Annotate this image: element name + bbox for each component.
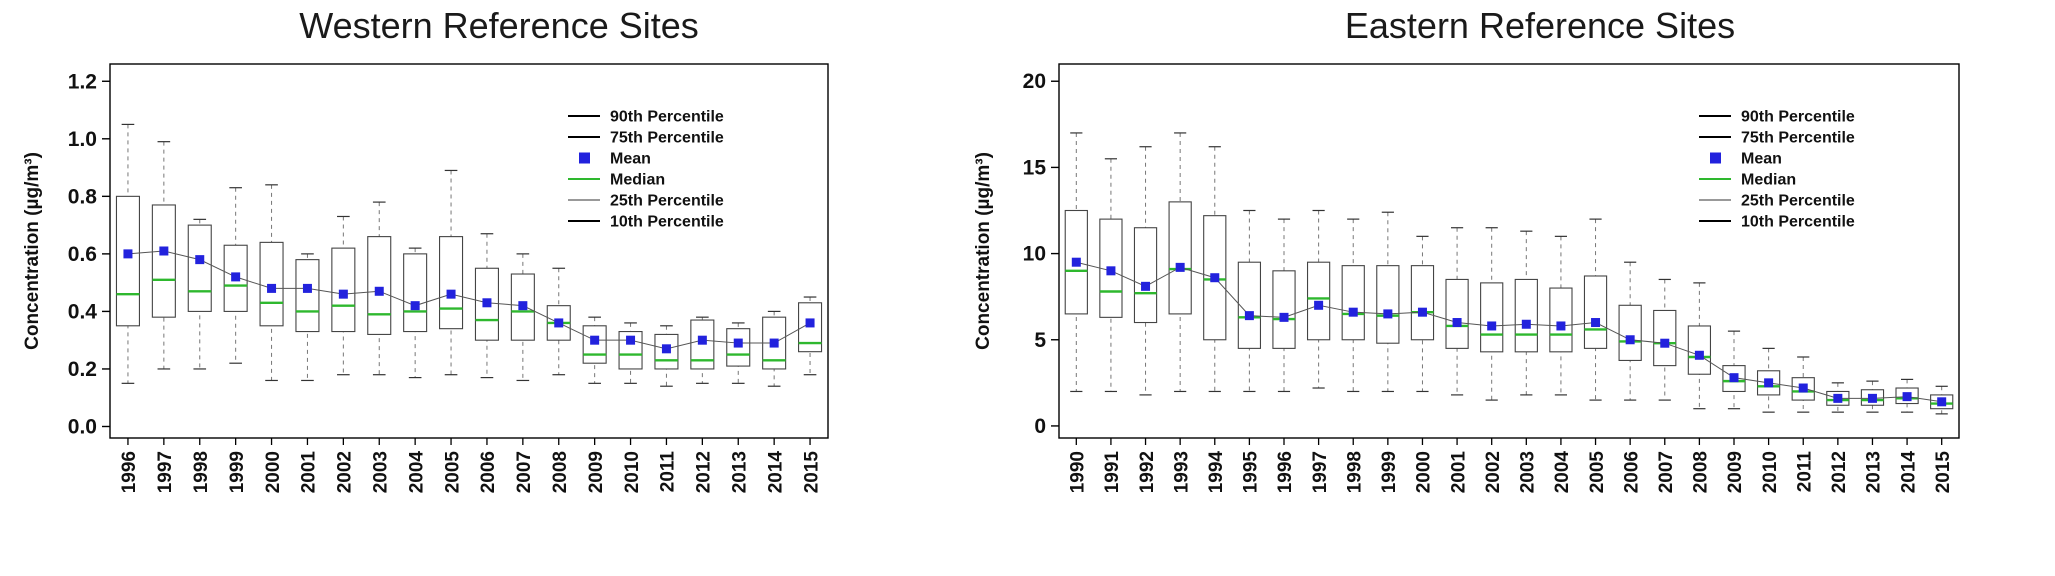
western-boxplot-chart: 0.0 0.2 0.4 0.6 0.8 1.0 1.2 Concentration (µg/m… xyxy=(22,63,829,494)
svg-text:Median: Median xyxy=(1741,172,1796,189)
svg-text:2013: 2013 xyxy=(1864,451,1885,493)
svg-text:1997: 1997 xyxy=(155,451,176,493)
svg-text:2001: 2001 xyxy=(1448,451,1469,494)
svg-text:90th Percentile: 90th Percentile xyxy=(610,109,724,126)
svg-text:2009: 2009 xyxy=(586,451,607,493)
svg-text:10th Percentile: 10th Percentile xyxy=(1741,214,1855,231)
svg-text:1996: 1996 xyxy=(1275,451,1296,493)
svg-text:1998: 1998 xyxy=(1344,451,1365,493)
svg-text:1998: 1998 xyxy=(191,451,212,493)
svg-text:2000: 2000 xyxy=(1414,451,1435,493)
svg-text:2012: 2012 xyxy=(694,451,715,493)
svg-text:1993: 1993 xyxy=(1171,451,1192,493)
svg-text:90th Percentile: 90th Percentile xyxy=(1741,109,1855,126)
svg-text:2004: 2004 xyxy=(1552,451,1573,494)
svg-text:2006: 2006 xyxy=(1621,451,1642,493)
svg-text:2002: 2002 xyxy=(335,451,356,493)
eastern-panel: Eastern Reference Sites 0 5 10 15 20 Concentr… xyxy=(965,4,2045,560)
svg-text:2011: 2011 xyxy=(1794,451,1815,493)
svg-text:0.8: 0.8 xyxy=(68,185,98,208)
svg-text:2005: 2005 xyxy=(442,451,463,494)
svg-text:0.6: 0.6 xyxy=(68,243,97,266)
svg-text:2007: 2007 xyxy=(514,451,535,493)
svg-text:2010: 2010 xyxy=(1760,451,1781,493)
svg-text:2003: 2003 xyxy=(370,451,391,493)
svg-text:Mean: Mean xyxy=(1741,151,1782,168)
svg-text:1991: 1991 xyxy=(1102,451,1123,494)
svg-text:2014: 2014 xyxy=(765,451,786,494)
svg-text:10: 10 xyxy=(1023,243,1046,266)
svg-text:2012: 2012 xyxy=(1829,451,1850,493)
svg-text:2006: 2006 xyxy=(478,451,499,493)
svg-text:75th Percentile: 75th Percentile xyxy=(1741,130,1855,147)
svg-text:1.0: 1.0 xyxy=(68,128,97,151)
svg-text:1.2: 1.2 xyxy=(68,70,97,93)
svg-text:2001: 2001 xyxy=(299,451,320,494)
svg-text:25th Percentile: 25th Percentile xyxy=(1741,193,1855,210)
svg-text:2004: 2004 xyxy=(406,451,427,494)
svg-text:0.4: 0.4 xyxy=(68,300,98,323)
svg-text:0: 0 xyxy=(1034,415,1046,438)
svg-text:1995: 1995 xyxy=(1241,451,1262,494)
svg-text:2013: 2013 xyxy=(729,451,750,493)
svg-text:25th Percentile: 25th Percentile xyxy=(610,193,724,210)
svg-text:2011: 2011 xyxy=(658,451,679,493)
svg-text:1994: 1994 xyxy=(1206,451,1227,494)
svg-text:1990: 1990 xyxy=(1068,451,1089,493)
svg-text:2015: 2015 xyxy=(1933,451,1954,494)
svg-text:1992: 1992 xyxy=(1137,451,1158,493)
svg-text:1996: 1996 xyxy=(119,451,140,493)
svg-text:Concentration (µg/m³): Concentration (µg/m³) xyxy=(973,152,994,350)
svg-text:2014: 2014 xyxy=(1898,451,1919,494)
svg-text:2010: 2010 xyxy=(622,451,643,493)
svg-text:2015: 2015 xyxy=(801,451,822,494)
svg-text:1999: 1999 xyxy=(1379,451,1400,493)
western-chart-title: Western Reference Sites xyxy=(299,5,699,46)
svg-text:2008: 2008 xyxy=(1691,451,1712,493)
svg-text:Median: Median xyxy=(610,172,665,189)
svg-text:75th Percentile: 75th Percentile xyxy=(610,130,724,147)
western-panel: Western Reference Sites 0.0 0.2 0.4 0.6 0.8 1… xyxy=(14,4,914,560)
svg-text:2000: 2000 xyxy=(263,451,284,493)
svg-text:10th Percentile: 10th Percentile xyxy=(610,214,724,231)
svg-text:2009: 2009 xyxy=(1725,451,1746,493)
svg-text:0.2: 0.2 xyxy=(68,358,97,381)
svg-text:Concentration (µg/m³): Concentration (µg/m³) xyxy=(22,152,43,350)
svg-text:2007: 2007 xyxy=(1656,451,1677,493)
svg-text:20: 20 xyxy=(1023,70,1046,93)
svg-text:1999: 1999 xyxy=(227,451,248,493)
svg-text:2002: 2002 xyxy=(1483,451,1504,493)
svg-text:2003: 2003 xyxy=(1518,451,1539,493)
svg-text:15: 15 xyxy=(1023,156,1047,179)
eastern-boxplot-chart: 0 5 10 15 20 Concentration (µg/m³) 1990 1991 199… xyxy=(973,63,1960,494)
svg-text:Mean: Mean xyxy=(610,151,651,168)
eastern-chart-title: Eastern Reference Sites xyxy=(1344,5,1736,46)
svg-text:1997: 1997 xyxy=(1310,451,1331,493)
svg-text:2005: 2005 xyxy=(1587,451,1608,494)
svg-text:5: 5 xyxy=(1034,329,1046,352)
svg-text:0.0: 0.0 xyxy=(68,415,97,438)
svg-text:2008: 2008 xyxy=(550,451,571,493)
